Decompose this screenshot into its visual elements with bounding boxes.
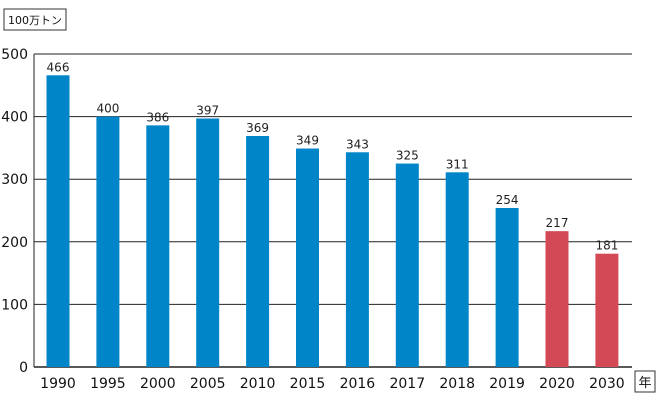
data-label-1990: 466 [47,60,70,74]
data-label-2016: 343 [346,137,369,151]
data-label-2030: 181 [595,239,618,253]
data-labels: 466 400 386 397 369 349 343 325 311 254 217 181 [47,60,619,252]
bar-2005 [196,118,220,367]
data-label-2000: 386 [146,110,169,124]
data-label-2018: 311 [446,157,469,171]
data-label-2017: 325 [396,149,419,163]
data-label-2015: 349 [296,134,319,148]
bar-2030 [595,253,619,367]
x-tick-label-2000: 2000 [140,376,176,392]
x-tick-label-2017: 2017 [389,376,425,392]
y-unit-label: 100万トン [8,14,62,27]
bar-2016 [345,152,369,367]
y-tick-label: 100 [1,297,28,313]
x-tick-label-2019: 2019 [489,376,525,392]
x-tick-label-2030: 2030 [589,376,625,392]
bar-2000 [146,125,170,367]
x-tick-label-2005: 2005 [190,376,226,392]
y-tick-label: 400 [1,110,28,126]
data-label-2020: 217 [546,216,569,230]
x-tick-label-2016: 2016 [340,376,376,392]
gridlines [33,53,632,368]
y-tick-label: 500 [1,47,28,63]
data-label-2005: 397 [196,103,219,117]
x-tick-label-2010: 2010 [240,376,276,392]
bar-2015 [296,148,319,367]
y-axis-ticks: 0 100 200 300 400 500 [1,47,28,376]
x-tick-label-1990: 1990 [40,376,76,392]
bar-2017 [395,163,419,367]
bar-2020 [545,231,569,367]
x-tick-label-2015: 2015 [290,376,326,392]
y-tick-label: 300 [1,172,28,188]
data-label-2010: 369 [246,121,269,135]
data-label-2019: 254 [496,193,519,207]
x-tick-label-1995: 1995 [90,376,126,392]
x-tick-label-2020: 2020 [539,376,575,392]
bar-2019 [495,207,519,367]
x-unit-label: 年 [638,376,651,391]
data-label-1995: 400 [96,102,119,116]
x-unit-box: 年 [634,370,656,393]
bar-2018 [445,172,469,367]
y-tick-label: 200 [1,235,28,251]
bar-1995 [96,116,120,367]
y-tick-label: 0 [19,360,28,376]
x-axis-ticks: 1990 1995 2000 2005 2010 2015 2016 2017 2018 2019… [40,376,625,392]
bar-2010 [246,136,270,367]
x-tick-label-2018: 2018 [439,376,475,392]
bar-1990 [46,75,70,367]
bars [46,75,619,367]
unit-label-box: 100万トン [3,8,67,31]
